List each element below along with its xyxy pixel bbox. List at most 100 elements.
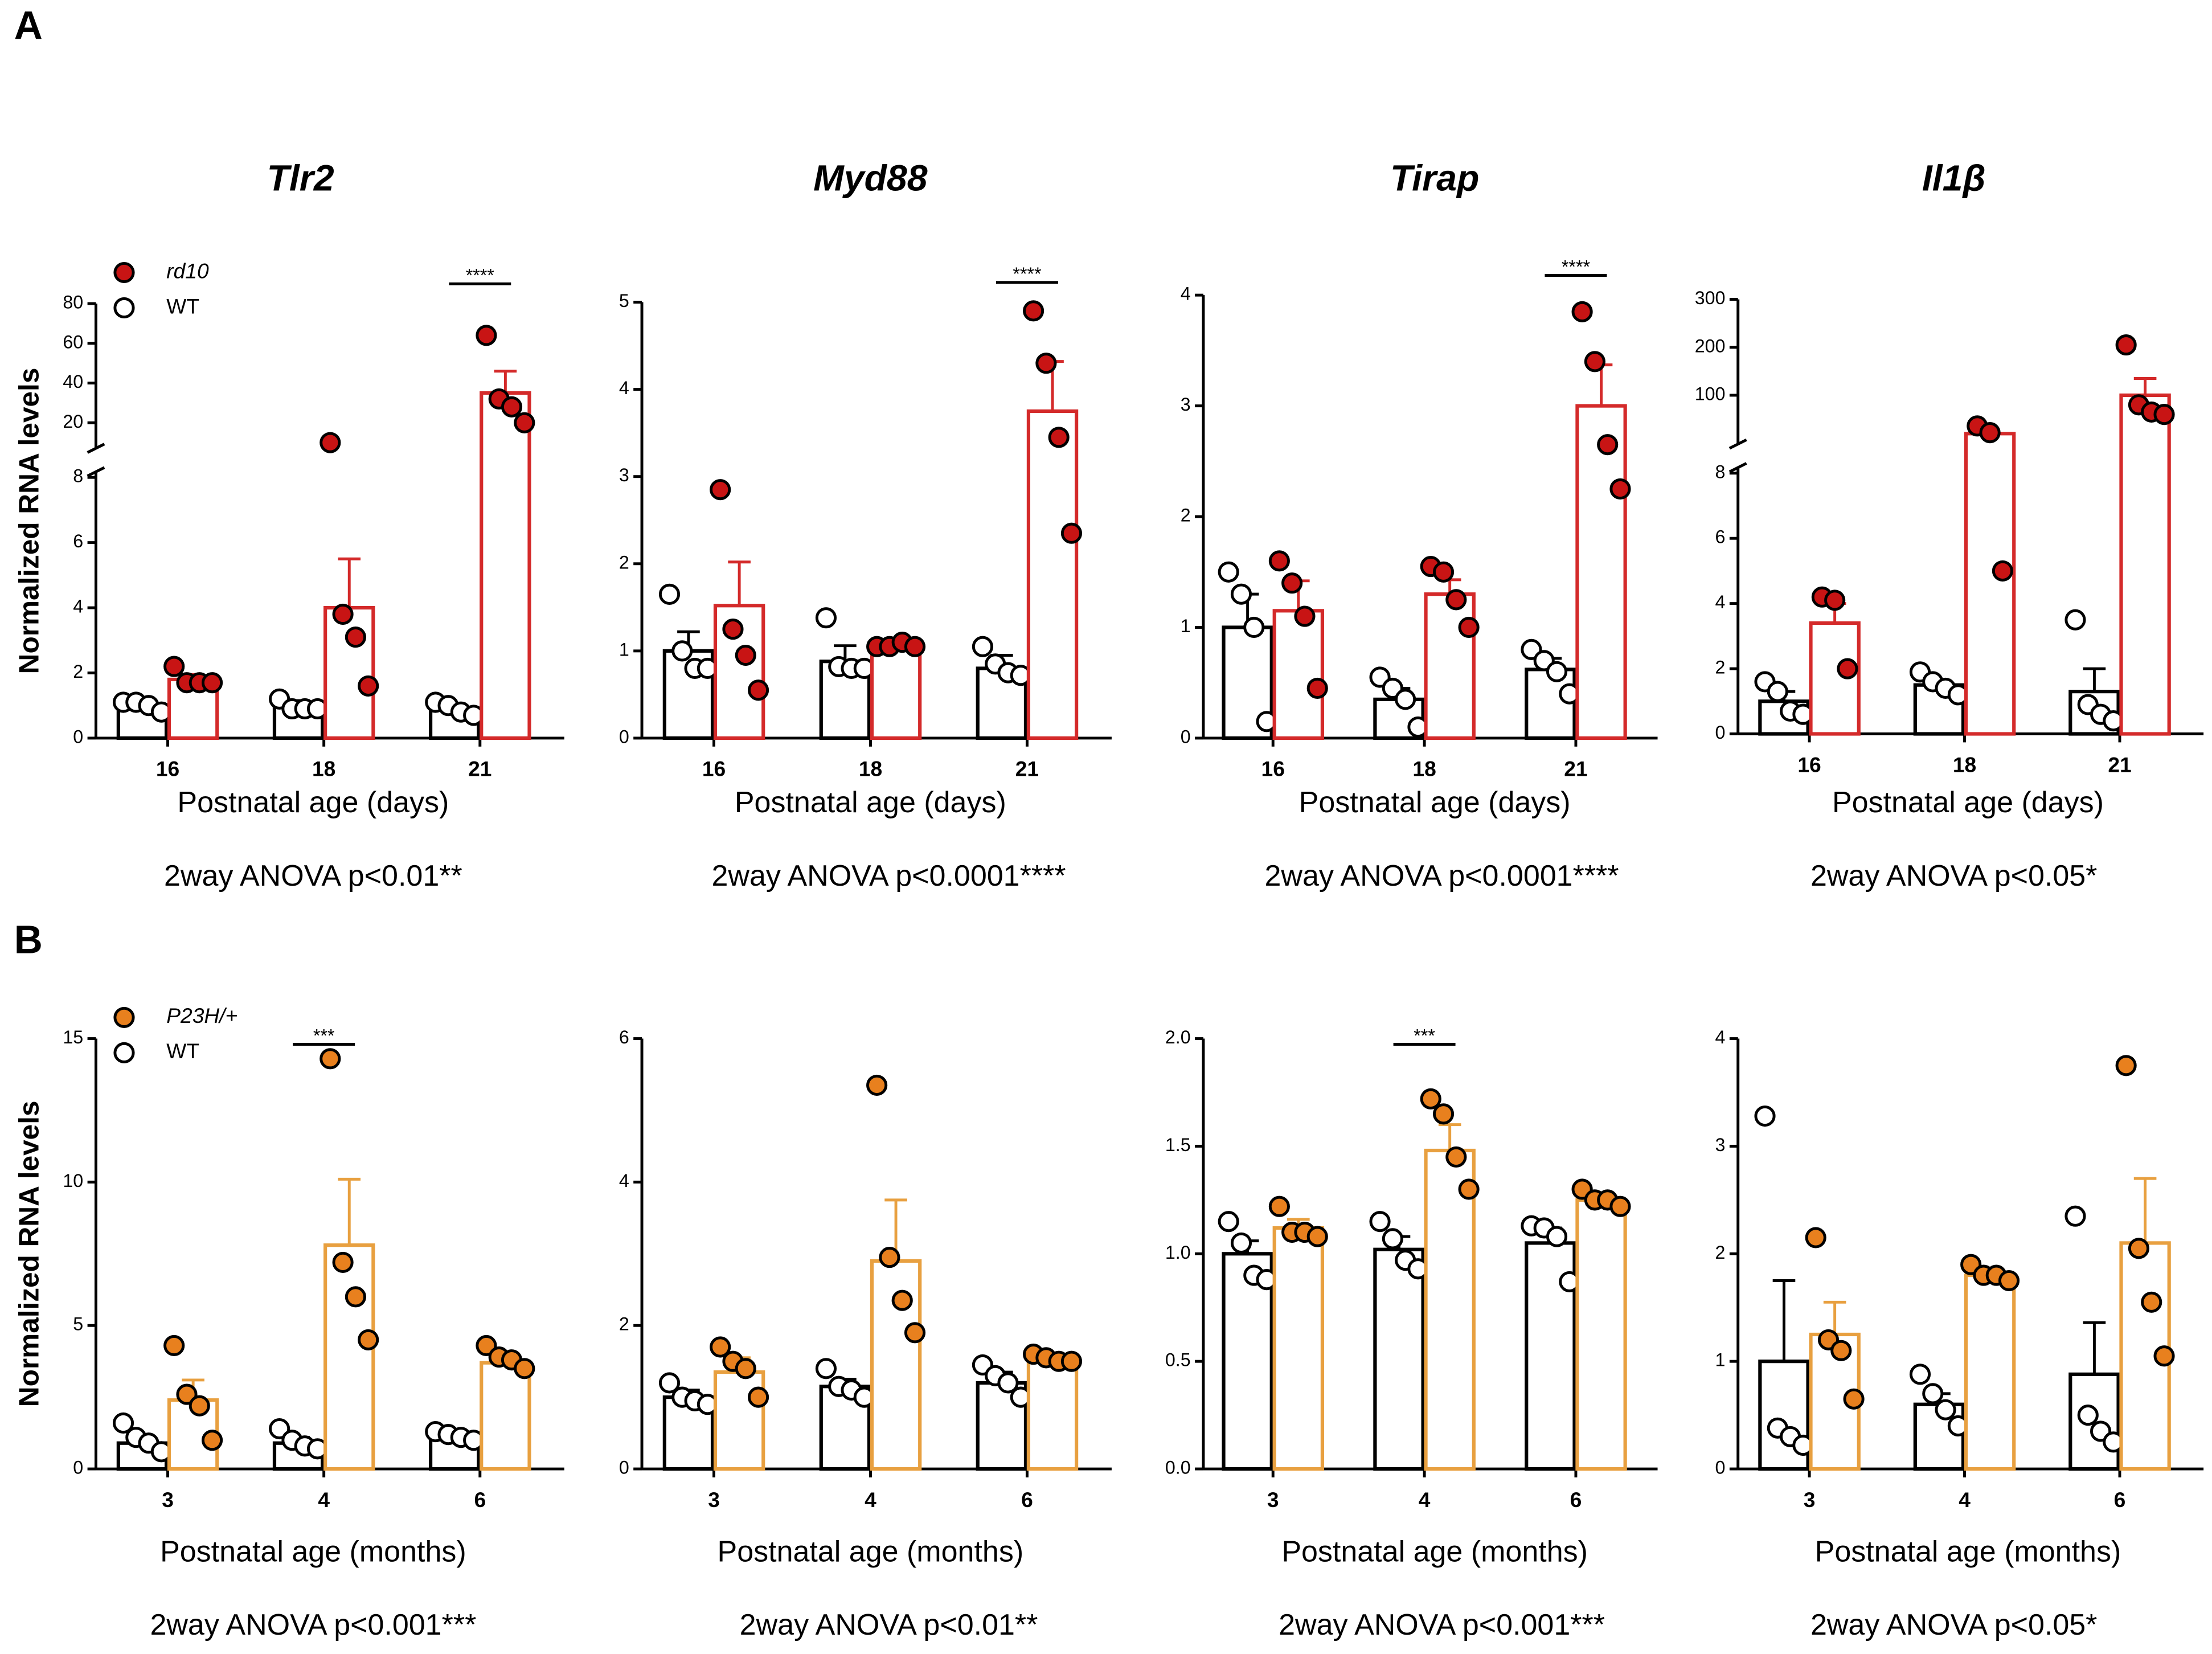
- y-tick-label: 0.5: [1165, 1350, 1191, 1370]
- y-axis-label: Normalized RNA levels: [14, 368, 45, 674]
- legend-marker: [113, 1042, 135, 1063]
- x-axis-label: Postnatal age (months): [1815, 1535, 2121, 1568]
- y-tick-label: 4: [619, 378, 629, 398]
- data-point: [1218, 561, 1239, 583]
- data-point: [1432, 1103, 1455, 1125]
- data-point: [1935, 1399, 1956, 1420]
- data-point: [866, 1074, 888, 1096]
- data-point: [815, 607, 837, 629]
- data-point: [163, 656, 185, 677]
- y-tick-label: 8: [1715, 461, 1726, 482]
- legend-label: WT: [166, 1039, 199, 1063]
- chart-subtitle: 2way ANOVA p<0.05*: [1810, 1608, 2097, 1641]
- data-point: [163, 1334, 185, 1357]
- x-axis-label: Postnatal age (days): [735, 786, 1006, 819]
- y-tick-label: 40: [63, 371, 83, 392]
- y-tick-label: 5: [73, 1314, 83, 1334]
- axis-break: [1728, 438, 1747, 450]
- bar: [2119, 393, 2171, 736]
- data-point: [1230, 1232, 1252, 1254]
- x-tick-label: 18: [312, 757, 335, 781]
- legend-label: P23H/+: [166, 1004, 237, 1027]
- x-tick-label: 16: [156, 757, 179, 781]
- x-tick-label: 18: [859, 757, 882, 781]
- data-point: [1998, 1270, 2020, 1292]
- y-tick-label: 2: [1181, 505, 1191, 526]
- data-point: [1230, 583, 1252, 605]
- data-point: [345, 626, 366, 648]
- legend-marker: [113, 297, 135, 319]
- data-point: [2064, 609, 2086, 631]
- data-point: [1023, 300, 1044, 322]
- data-point: [1584, 351, 1605, 372]
- data-point: [1458, 1178, 1480, 1200]
- data-point: [2115, 334, 2137, 356]
- y-tick-label: 300: [1695, 288, 1726, 308]
- y-tick-label: 4: [1715, 1027, 1726, 1047]
- bar: [1272, 609, 1325, 740]
- data-point: [891, 1289, 913, 1311]
- data-point: [1546, 661, 1568, 682]
- significance-label: ****: [1013, 264, 1042, 284]
- bar: [480, 391, 531, 740]
- data-point: [997, 1372, 1019, 1394]
- chart-subtitle: 2way ANOVA p<0.001***: [150, 1608, 476, 1641]
- y-tick-label: 8: [73, 466, 83, 486]
- legend-label: WT: [166, 294, 199, 318]
- y-tick-label: 60: [63, 331, 83, 352]
- x-tick-label: 16: [1797, 752, 1821, 776]
- y-tick-label: 0: [1715, 722, 1726, 743]
- panel-label: A: [14, 3, 43, 47]
- bar: [1026, 409, 1079, 740]
- y-tick-label: 1.5: [1165, 1135, 1191, 1155]
- y-tick-label: 100: [1695, 383, 1726, 404]
- data-point: [319, 432, 341, 453]
- y-tick-label: 0: [73, 1458, 83, 1478]
- data-point: [501, 396, 523, 417]
- bar: [1424, 592, 1476, 740]
- data-point: [1382, 1228, 1403, 1250]
- chart-title: Il1β: [1922, 158, 1986, 199]
- x-tick-label: 4: [865, 1488, 876, 1512]
- axis-break: [1728, 462, 1747, 473]
- data-point: [176, 1383, 198, 1405]
- y-tick-label: 5: [619, 290, 629, 311]
- data-point: [747, 1386, 769, 1408]
- x-tick-label: 16: [702, 757, 726, 781]
- y-tick-label: 4: [1715, 592, 1726, 612]
- y-tick-label: 2: [1715, 657, 1726, 678]
- data-point: [1420, 1088, 1441, 1110]
- data-point: [1294, 605, 1316, 627]
- chart-subtitle: 2way ANOVA p<0.0001****: [1265, 859, 1619, 892]
- x-tick-label: 18: [1953, 752, 1976, 776]
- bar: [1964, 432, 2016, 736]
- bar: [1809, 621, 1861, 736]
- data-point: [476, 1334, 497, 1357]
- chart-subtitle: 2way ANOVA p<0.01**: [164, 859, 462, 892]
- data-point: [710, 479, 731, 501]
- x-tick-label: 18: [1412, 757, 1436, 781]
- data-point: [1837, 658, 1858, 679]
- data-point: [710, 1336, 731, 1358]
- bar: [1272, 1226, 1325, 1471]
- bar: [1424, 1148, 1476, 1471]
- y-tick-label: 2: [619, 552, 629, 572]
- y-tick-label: 0.0: [1165, 1458, 1191, 1478]
- chart-subtitle: 2way ANOVA p<0.01**: [740, 1608, 1038, 1641]
- x-axis-label: Postnatal age (months): [1281, 1535, 1588, 1568]
- legend-label: rd10: [166, 259, 209, 283]
- data-point: [1597, 434, 1619, 456]
- data-point: [658, 1372, 681, 1394]
- data-point: [319, 1048, 341, 1070]
- x-tick-label: 21: [2108, 752, 2131, 776]
- y-tick-label: 2: [73, 661, 83, 682]
- panel-label: B: [14, 917, 43, 961]
- data-point: [815, 1358, 837, 1379]
- x-tick-label: 6: [1570, 1488, 1582, 1512]
- bar: [870, 643, 922, 740]
- data-point: [1369, 1211, 1391, 1233]
- chart-title: Tirap: [1390, 158, 1479, 199]
- x-tick-label: 6: [2114, 1488, 2126, 1512]
- data-point: [722, 619, 744, 640]
- x-tick-label: 4: [318, 1488, 330, 1512]
